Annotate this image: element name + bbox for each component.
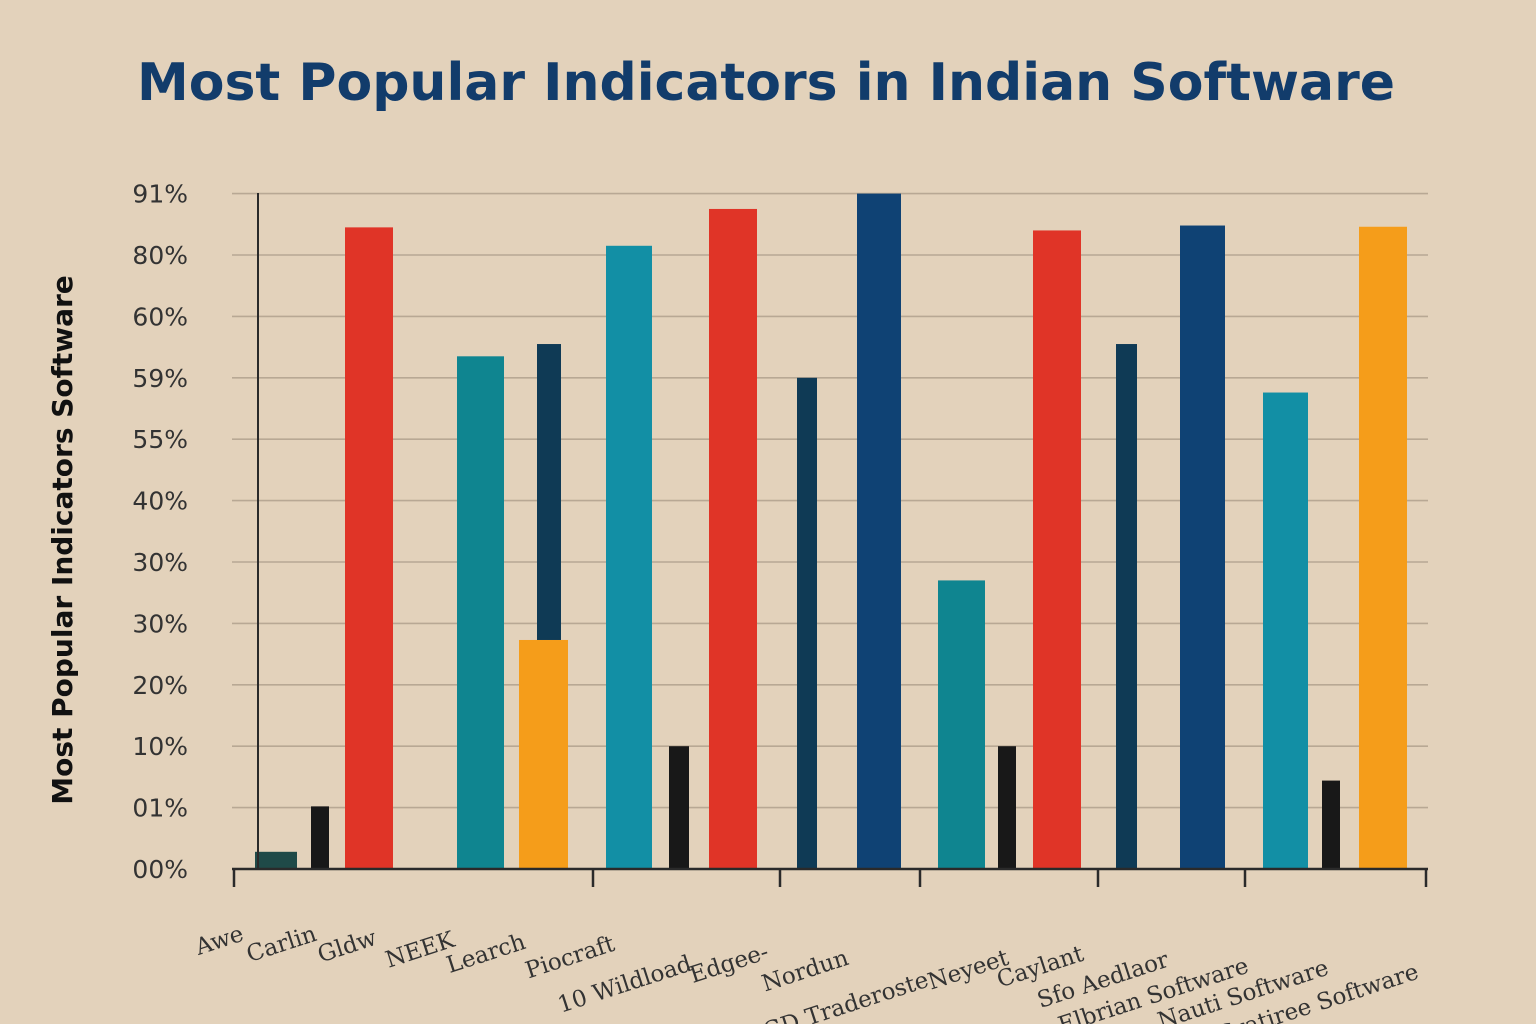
- y-tick-label: 30%: [132, 548, 188, 577]
- bar: [1359, 226, 1407, 870]
- bar: [1180, 225, 1225, 869]
- x-category-label: Gldw: [315, 925, 381, 968]
- bar: [606, 245, 652, 870]
- y-tick-label: 80%: [132, 241, 188, 270]
- bar: [345, 227, 393, 869]
- bar: [938, 580, 985, 869]
- bar: [1263, 392, 1308, 869]
- y-tick-label: 55%: [132, 425, 188, 454]
- y-tick-label: 00%: [132, 855, 188, 884]
- x-category-label: Nordun: [759, 945, 852, 997]
- bar: [255, 851, 297, 869]
- bar: [519, 639, 568, 869]
- bar: [1033, 230, 1081, 869]
- y-tick-labels: 00% 01% 10% 20% 30% 30% 40% 55% 59% 60% 80% 91%: [132, 180, 188, 884]
- x-category-label: Awe: [191, 921, 246, 961]
- grid-lines: [232, 192, 1428, 809]
- bars: [255, 193, 1407, 870]
- y-axis-label: Most Popular Indicators Software: [46, 275, 79, 805]
- bar: [998, 746, 1016, 869]
- bar: [709, 208, 757, 869]
- chart-title: Most Popular Indicators in Indian Softwa…: [137, 53, 1395, 113]
- x-category-label: Learch: [444, 929, 530, 979]
- bar: [669, 746, 689, 869]
- axes: [232, 193, 1428, 887]
- y-tick-label: 01%: [132, 794, 188, 823]
- y-tick-label: 30%: [132, 609, 188, 638]
- y-tick-label: 10%: [132, 732, 188, 761]
- bar: [857, 193, 901, 870]
- y-tick-label: 40%: [132, 487, 188, 516]
- bar: [1322, 780, 1340, 869]
- x-category-label: Carlin: [243, 921, 320, 968]
- y-tick-label: 20%: [132, 671, 188, 700]
- bar: [797, 377, 817, 869]
- y-tick-label: 91%: [132, 180, 188, 209]
- bar: [311, 806, 329, 869]
- x-category-label: Edgee-: [687, 939, 772, 989]
- y-tick-label: 59%: [132, 364, 188, 393]
- x-category-label: Piocraft: [522, 931, 618, 984]
- bar: [1116, 344, 1137, 869]
- y-tick-label: 60%: [132, 302, 188, 331]
- bar: [457, 356, 504, 869]
